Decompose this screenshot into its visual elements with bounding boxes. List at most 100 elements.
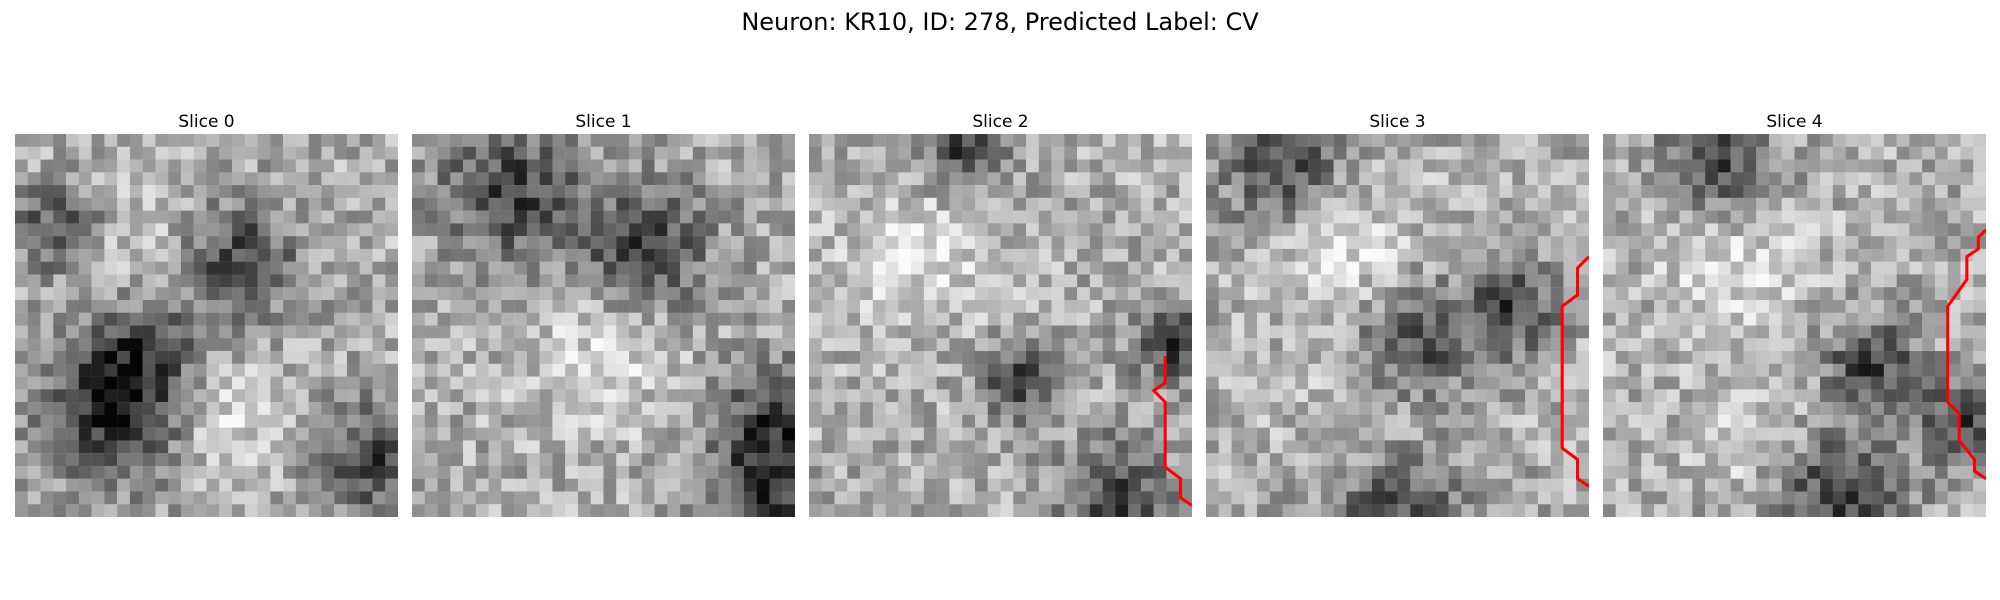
pixel [1077,376,1091,390]
pixel [53,453,67,467]
pixel [936,185,950,199]
pixel [1269,261,1283,275]
pixel [1051,414,1065,428]
pixel [168,338,182,352]
pixel [206,389,220,403]
pixel [936,325,950,339]
pixel [193,146,207,160]
pixel [1743,287,1757,301]
pixel [1563,134,1577,147]
pixel [1525,465,1539,479]
pixel [514,274,528,288]
pixel [756,299,770,313]
pixel [1115,491,1129,505]
pixel [412,427,425,441]
pixel [1743,134,1757,147]
pixel [437,414,451,428]
pixel [488,159,502,173]
pixel [1410,504,1424,517]
pixel [1603,185,1616,199]
pixel [1717,491,1731,505]
pixel [1486,351,1500,364]
pixel [847,261,861,275]
pixel [743,134,757,147]
pixel [1679,274,1693,288]
pixel [1705,491,1719,505]
pixel [667,146,681,160]
pixel [1384,299,1398,313]
pixel [872,134,886,147]
pixel [1692,478,1706,492]
pixel [450,376,464,390]
pixel [1308,210,1322,224]
pixel [1295,414,1309,428]
pixel [372,261,386,275]
pixel [1947,274,1961,288]
pixel [782,440,795,454]
pixel [1064,197,1078,211]
pixel [911,414,925,428]
pixel [847,478,861,492]
pixel [590,325,604,339]
pixel [1077,325,1091,339]
pixel [501,453,515,467]
pixel [1308,236,1322,250]
pixel [1333,491,1347,505]
pixel [667,504,681,517]
pixel [1563,185,1577,199]
pixel [692,453,706,467]
pixel [1166,210,1180,224]
pixel [834,478,848,492]
pixel [270,299,284,313]
pixel [270,146,284,160]
pixel [463,465,477,479]
pixel [1909,134,1923,147]
pixel [936,504,950,517]
pixel [821,427,835,441]
pixel [1359,185,1373,199]
pixel [872,274,886,288]
pixel [321,440,335,454]
pixel [603,274,617,288]
pixel [1089,236,1103,250]
pixel [180,172,194,186]
pixel [1218,223,1232,237]
pixel [1128,274,1142,288]
pixel [962,478,976,492]
pixel [1499,363,1513,377]
pixel [142,465,156,479]
pixel [321,287,335,301]
pixel [1858,376,1872,390]
pixel [1820,146,1833,160]
pixel [1820,223,1833,237]
pixel [692,236,706,250]
pixel [1179,197,1192,211]
pixel [295,440,309,454]
pixel [1576,236,1589,250]
pixel [15,440,28,454]
pixel [514,389,528,403]
pixel [1628,134,1642,147]
pixel [40,210,54,224]
pixel [667,491,681,505]
pixel [1166,146,1180,160]
pixel [705,465,719,479]
pixel [1038,427,1052,441]
pixel [142,414,156,428]
pixel [1845,491,1859,505]
pixel [180,312,194,326]
pixel [501,325,515,339]
pixel [680,312,694,326]
pixel [257,338,271,352]
pixel [705,248,719,262]
pixel [1960,172,1974,186]
pixel [1269,223,1283,237]
pixel [1654,134,1668,147]
pixel [834,134,848,147]
pixel [1128,223,1142,237]
pixel [257,402,271,416]
pixel [1384,134,1398,147]
pixel [104,453,118,467]
pixel [295,299,309,313]
pixel [1807,146,1821,160]
